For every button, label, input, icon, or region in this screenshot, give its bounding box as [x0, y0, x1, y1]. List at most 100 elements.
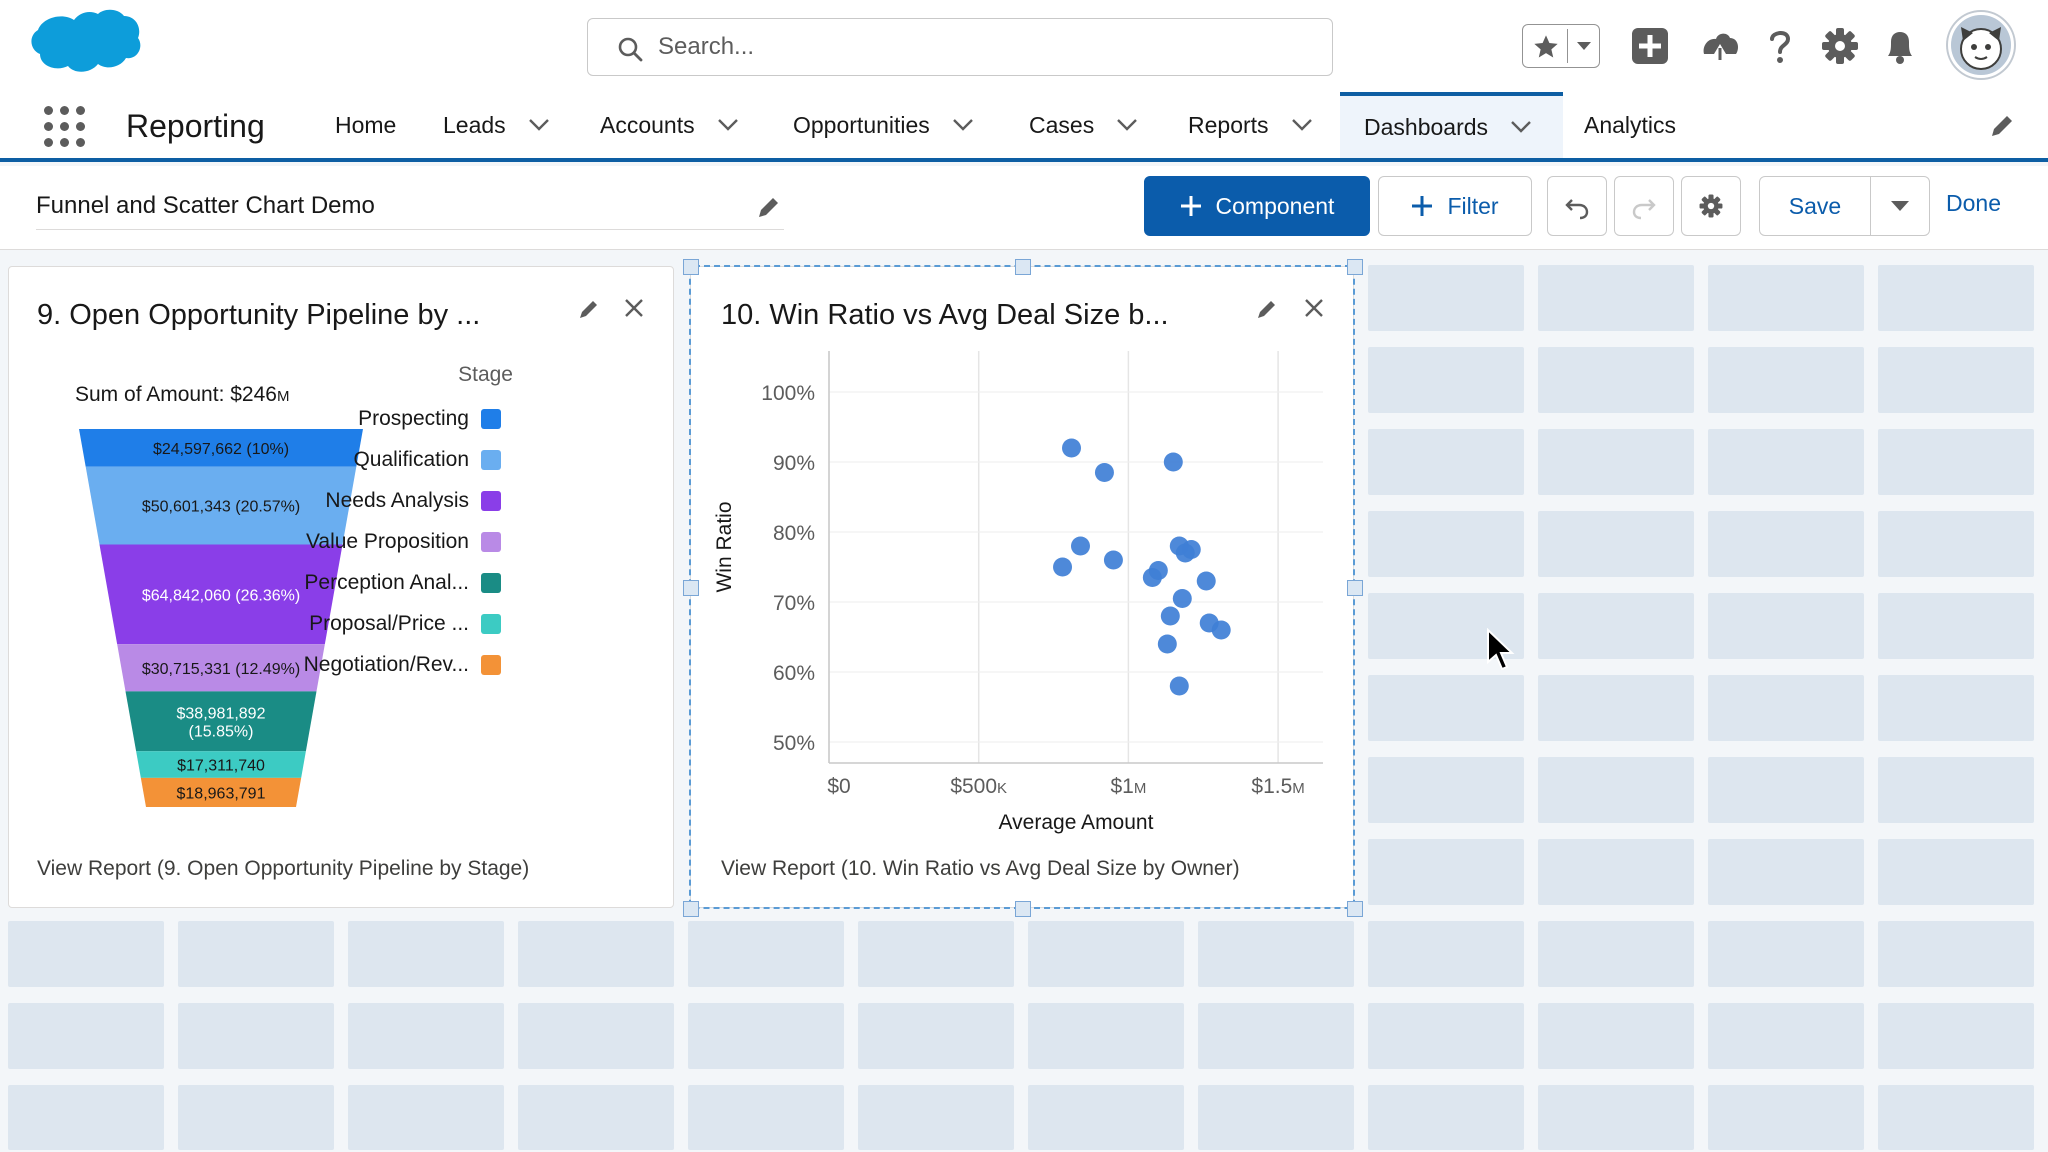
chevron-down-icon[interactable] [952, 118, 974, 132]
app-navigation: Reporting Home Leads Accounts Opportunit… [0, 92, 2048, 162]
dashboard-properties-button[interactable] [1681, 176, 1741, 236]
resize-handle-top[interactable] [1015, 259, 1031, 275]
resize-handle-bottom-right[interactable] [1347, 901, 1363, 917]
scatter-point[interactable] [1211, 620, 1231, 640]
scatter-point[interactable] [1094, 463, 1114, 482]
funnel-segment[interactable] [99, 544, 343, 645]
chevron-down-icon[interactable] [1291, 118, 1313, 132]
edit-component-pencil-icon[interactable] [1255, 297, 1279, 321]
edit-component-pencil-icon[interactable] [577, 297, 601, 321]
redo-icon [1632, 199, 1656, 220]
edit-title-pencil-icon[interactable] [756, 194, 782, 220]
funnel-data-label: $38,981,892 [177, 705, 266, 722]
favorites-group[interactable] [1522, 24, 1600, 68]
undo-button[interactable] [1547, 176, 1607, 236]
add-filter-label: Filter [1447, 192, 1499, 219]
resize-handle-right[interactable] [1347, 580, 1363, 596]
resize-handle-top-left[interactable] [683, 259, 699, 275]
grid-cell [688, 1003, 844, 1069]
bell-icon[interactable] [1878, 24, 1922, 68]
scatter-point[interactable] [1196, 571, 1216, 591]
funnel-segment[interactable] [125, 691, 317, 752]
funnel-segment[interactable] [140, 777, 302, 807]
salesforce-logo[interactable] [26, 8, 142, 88]
grid-cell [1538, 429, 1694, 495]
view-report-link[interactable]: View Report (9. Open Opportunity Pipelin… [37, 857, 530, 880]
scatter-point[interactable] [1160, 606, 1180, 626]
app-launcher-icon[interactable] [44, 106, 86, 148]
funnel-segment[interactable] [117, 644, 325, 692]
legend-item[interactable]: Prospecting [249, 403, 517, 435]
trailhead-icon[interactable] [1698, 24, 1742, 68]
legend-item[interactable]: Qualification [249, 444, 517, 476]
scatter-point[interactable] [1157, 634, 1177, 654]
funnel-segment[interactable] [136, 751, 306, 778]
scatter-point[interactable] [1103, 550, 1123, 570]
legend-item[interactable]: Proposal/Price ... [249, 608, 517, 640]
add-filter-button[interactable]: Filter [1378, 176, 1532, 236]
save-button[interactable]: Save [1759, 176, 1871, 236]
scatter-point[interactable] [1169, 676, 1189, 696]
grid-cell [518, 1085, 674, 1150]
nav-tab-reports[interactable]: Reports [1188, 92, 1313, 158]
grid-cell [1368, 921, 1524, 987]
nav-tab-analytics[interactable]: Analytics [1584, 92, 1676, 158]
add-component-button[interactable]: Component [1144, 176, 1370, 236]
dashboard-title-field[interactable]: Funnel and Scatter Chart Demo [36, 186, 784, 230]
chevron-down-icon[interactable] [717, 118, 739, 132]
nav-tab-leads[interactable]: Leads [443, 92, 550, 158]
scatter-point[interactable] [1181, 540, 1201, 559]
close-icon[interactable] [1303, 297, 1325, 319]
astro-avatar-icon [1951, 15, 2011, 75]
chevron-down-icon[interactable] [1116, 118, 1138, 132]
scatter-chart-component[interactable]: 10. Win Ratio vs Avg Deal Size b... 50% 6… [683, 259, 1363, 917]
nav-tab-home[interactable]: Home [335, 92, 396, 158]
scatter-point[interactable] [1163, 452, 1183, 472]
grid-cell [518, 921, 674, 987]
scatter-point[interactable] [1053, 557, 1073, 577]
global-search[interactable]: Search... [587, 18, 1333, 76]
help-icon[interactable] [1758, 24, 1802, 68]
nav-tab-opportunities[interactable]: Opportunities [793, 92, 974, 158]
legend-item[interactable]: Value Proposition [249, 526, 517, 558]
grid-cell [348, 1085, 504, 1150]
setup-gear-icon[interactable] [1818, 24, 1862, 68]
legend-item[interactable]: Negotiation/Rev... [249, 649, 517, 681]
star-icon[interactable] [1532, 33, 1560, 61]
scatter-chart: 50% 60% 70% 80% 90% 100% $0 $500K $1M $1.5M Averag… [713, 351, 1323, 834]
view-report-link[interactable]: View Report (10. Win Ratio vs Avg Deal S… [721, 857, 1240, 880]
grid-cell [1538, 511, 1694, 577]
nav-tab-accounts[interactable]: Accounts [600, 92, 739, 158]
resize-handle-bottom-left[interactable] [683, 901, 699, 917]
resize-handle-top-right[interactable] [1347, 259, 1363, 275]
scatter-point[interactable] [1070, 536, 1090, 556]
scatter-point[interactable] [1172, 589, 1192, 608]
resize-handle-left[interactable] [683, 580, 699, 596]
add-icon[interactable] [1628, 24, 1672, 68]
user-avatar[interactable] [1948, 12, 2014, 78]
redo-button[interactable] [1614, 176, 1674, 236]
scatter-point[interactable] [1148, 561, 1168, 580]
undo-icon [1565, 199, 1589, 220]
funnel-chart-component[interactable]: 9. Open Opportunity Pipeline by ... Sum … [8, 266, 674, 908]
chevron-down-icon[interactable] [1510, 120, 1532, 134]
grid-cell [1708, 429, 1864, 495]
funnel-segment[interactable] [85, 466, 357, 545]
legend-item[interactable]: Perception Anal... [249, 567, 517, 599]
legend-item[interactable]: Needs Analysis [249, 485, 517, 517]
scatter-point[interactable] [1062, 438, 1082, 458]
done-button[interactable]: Done [1946, 190, 2001, 216]
chevron-down-icon[interactable] [528, 118, 550, 132]
resize-handle-bottom[interactable] [1015, 901, 1031, 917]
funnel-segment[interactable] [79, 429, 363, 467]
chevron-down-icon[interactable] [1575, 39, 1593, 53]
funnel-chart: $24,597,662 (10%) $50,601,343 (20.57%) $64… [79, 429, 363, 807]
grid-cell [1538, 265, 1694, 331]
close-icon[interactable] [623, 297, 645, 319]
nav-tab-dashboards[interactable]: Dashboards [1340, 92, 1563, 158]
edit-nav-pencil-icon[interactable] [1988, 112, 2016, 140]
nav-tab-label: Cases [1029, 111, 1095, 138]
nav-tab-cases[interactable]: Cases [1029, 92, 1138, 158]
grid-cell [1368, 675, 1524, 741]
save-menu-button[interactable] [1870, 176, 1930, 236]
